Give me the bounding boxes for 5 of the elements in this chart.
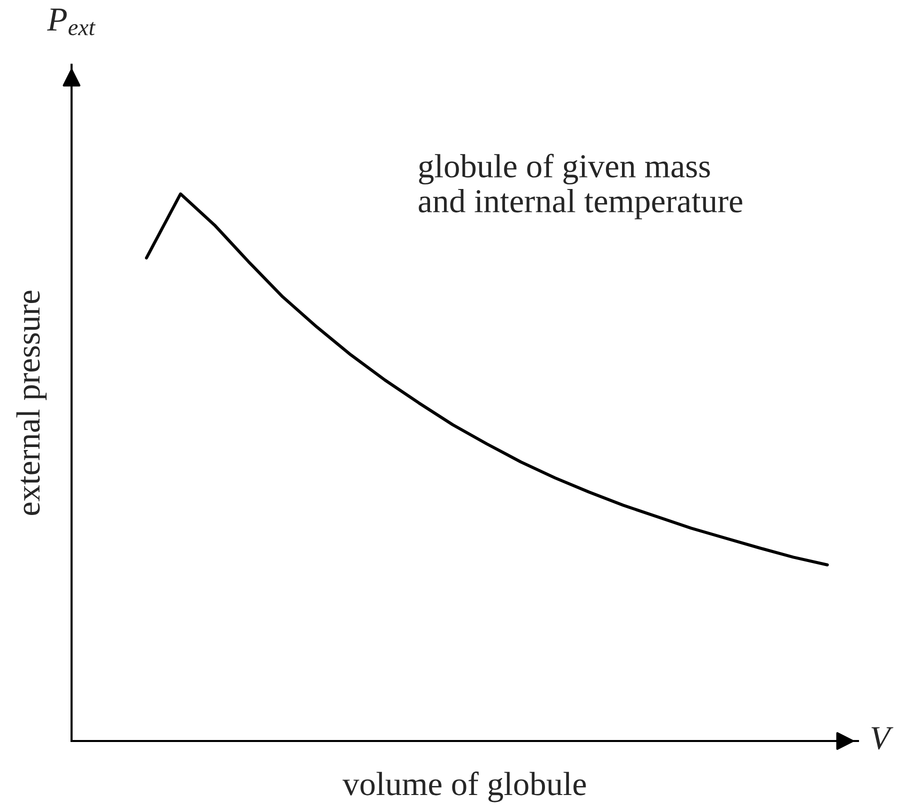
y-axis-title: external pressure: [16, 290, 47, 515]
annotation: globule of given mass and internal temperature: [418, 154, 742, 220]
text: V: [872, 727, 894, 750]
x-axis-title: volume of globule: [342, 772, 586, 802]
text: P$_{ext}$: [47, 8, 96, 36]
